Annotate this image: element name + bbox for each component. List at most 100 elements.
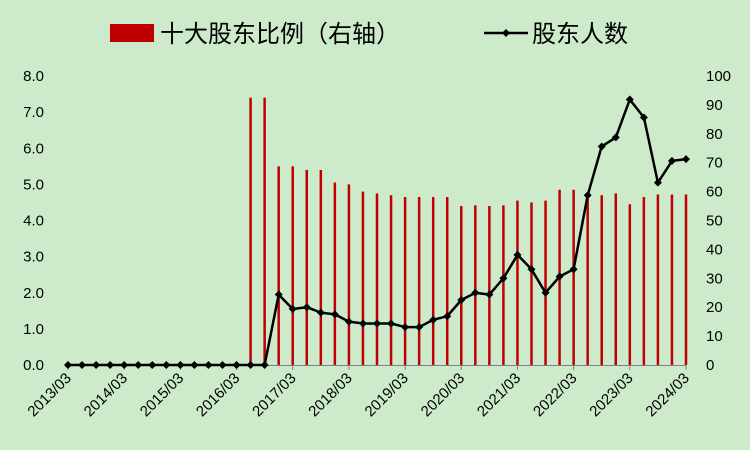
right-tick-label: 50 — [706, 213, 723, 230]
bar — [445, 197, 449, 365]
line-point — [667, 156, 676, 165]
line-point — [190, 361, 199, 369]
x-tick-label: 2017/03 — [249, 370, 299, 420]
bar — [614, 193, 618, 365]
x-tick-label: 2015/03 — [137, 370, 187, 420]
line-point — [232, 361, 241, 369]
bar — [544, 200, 547, 365]
line-point — [611, 133, 620, 142]
bar — [586, 193, 589, 365]
line-point — [92, 361, 101, 369]
line-point — [682, 155, 690, 164]
x-axis: 2013/03 2014/03 2015/03 2016/03 2017/03 2018/… — [24, 365, 693, 420]
right-tick-label: 90 — [706, 97, 723, 114]
line-point — [120, 361, 129, 369]
line-point — [218, 361, 227, 369]
line-point — [457, 295, 466, 304]
line-point — [401, 323, 410, 332]
x-tick-label: 2023/03 — [586, 370, 636, 420]
line-point — [415, 323, 424, 332]
line-point — [330, 310, 339, 319]
line-point — [176, 361, 185, 369]
bar — [474, 205, 477, 365]
line-point — [429, 315, 438, 324]
left-tick-label: 5.0 — [23, 176, 44, 193]
line-point — [344, 317, 353, 326]
bar — [305, 169, 309, 365]
line-point — [134, 361, 143, 369]
line-point — [541, 288, 550, 297]
line-point — [639, 113, 648, 122]
left-tick-label: 0.0 — [23, 357, 44, 374]
right-tick-label: 60 — [706, 184, 723, 201]
left-tick-label: 2.0 — [23, 285, 44, 302]
bar-series — [249, 97, 688, 366]
legend-swatch-bar — [110, 24, 154, 42]
left-tick-label: 8.0 — [23, 68, 44, 85]
line-point — [499, 274, 508, 283]
right-tick-label: 70 — [706, 155, 723, 172]
line-point — [625, 95, 634, 104]
line-point — [162, 361, 171, 369]
right-tick-label: 100 — [706, 68, 731, 85]
left-tick-label: 7.0 — [23, 104, 44, 121]
bar — [375, 193, 379, 365]
bar — [263, 97, 266, 366]
legend-swatch-marker — [502, 29, 510, 37]
line-point — [513, 250, 522, 259]
line-point — [148, 361, 157, 369]
line-point — [387, 319, 396, 328]
x-tick-label: 2016/03 — [193, 370, 243, 420]
line-point — [527, 265, 536, 274]
bar — [431, 197, 435, 365]
bar — [684, 194, 688, 365]
bar — [417, 197, 421, 365]
line-point — [569, 265, 578, 274]
bar — [460, 206, 463, 365]
x-tick-label: 2022/03 — [530, 370, 580, 420]
line-series — [64, 95, 690, 369]
bar — [670, 194, 674, 365]
bar — [628, 204, 632, 365]
left-tick-label: 4.0 — [23, 213, 44, 230]
bar — [347, 184, 351, 365]
line-point — [316, 308, 325, 317]
bar — [572, 189, 575, 365]
bar — [403, 197, 407, 365]
line-point — [373, 319, 381, 328]
x-tick-label: 2019/03 — [362, 370, 412, 420]
bar — [488, 206, 491, 365]
line-point — [555, 272, 564, 281]
bar — [361, 191, 365, 365]
line-point — [471, 288, 480, 297]
line-point — [106, 361, 115, 369]
line-point — [358, 319, 367, 328]
bar — [530, 202, 533, 365]
left-tick-label: 3.0 — [23, 249, 44, 266]
legend-label-line: 股东人数 — [532, 20, 628, 48]
bar — [277, 166, 280, 365]
line-point — [443, 312, 452, 321]
right-tick-label: 0 — [706, 357, 714, 374]
bar — [389, 195, 393, 365]
bar — [642, 197, 646, 365]
bar — [333, 182, 337, 365]
bar — [656, 194, 660, 365]
line-point — [597, 142, 606, 151]
right-axis: 0 10 20 30 40 50 60 70 80 90 100 — [706, 68, 731, 374]
right-tick-label: 10 — [706, 328, 723, 345]
legend: 十大股东比例（右轴） 股东人数 — [110, 20, 628, 48]
line-point — [274, 290, 283, 299]
bar — [319, 169, 323, 365]
x-tick-label: 2024/03 — [642, 370, 692, 420]
line-point — [64, 361, 72, 369]
line-point — [302, 303, 311, 312]
line-point — [78, 361, 87, 369]
x-tick-label: 2013/03 — [24, 370, 74, 420]
line-point — [260, 361, 269, 369]
x-tick-label: 2021/03 — [474, 370, 524, 420]
right-tick-label: 20 — [706, 299, 723, 316]
bar — [249, 97, 252, 366]
bar — [291, 166, 294, 365]
